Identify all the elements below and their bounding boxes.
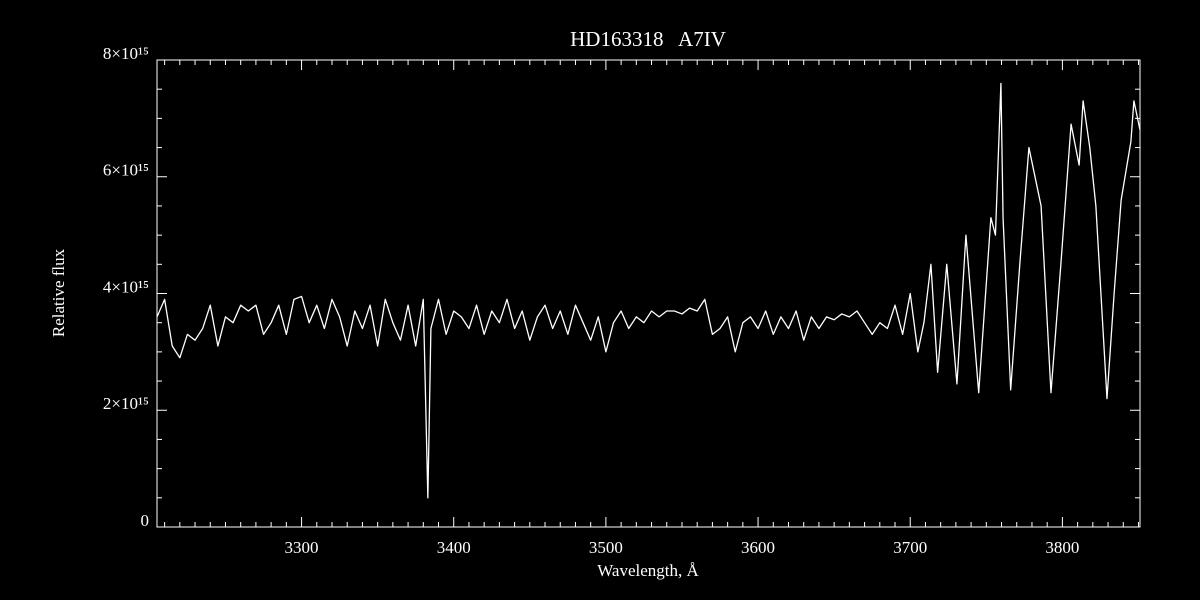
spectrum-line — [156, 82, 1141, 499]
x-axis-label: Wavelength, Å — [597, 561, 699, 580]
x-tick-label: 3800 — [1045, 538, 1079, 557]
x-tick-label: 3400 — [437, 538, 471, 557]
x-tick-label: 3300 — [285, 538, 319, 557]
x-tick-label: 3700 — [893, 538, 927, 557]
x-tick-label: 3600 — [741, 538, 775, 557]
chart-title: HD163318 A7IV — [570, 27, 726, 51]
y-tick-label: 2×10¹⁵ — [103, 394, 149, 413]
y-tick-label: 6×10¹⁵ — [103, 161, 149, 180]
y-axis-label: Relative flux — [49, 248, 68, 337]
y-tick-label: 8×10¹⁵ — [103, 44, 149, 63]
y-tick-label: 0 — [141, 511, 150, 530]
x-tick-label: 3500 — [589, 538, 623, 557]
y-tick-label: 4×10¹⁵ — [103, 277, 149, 296]
